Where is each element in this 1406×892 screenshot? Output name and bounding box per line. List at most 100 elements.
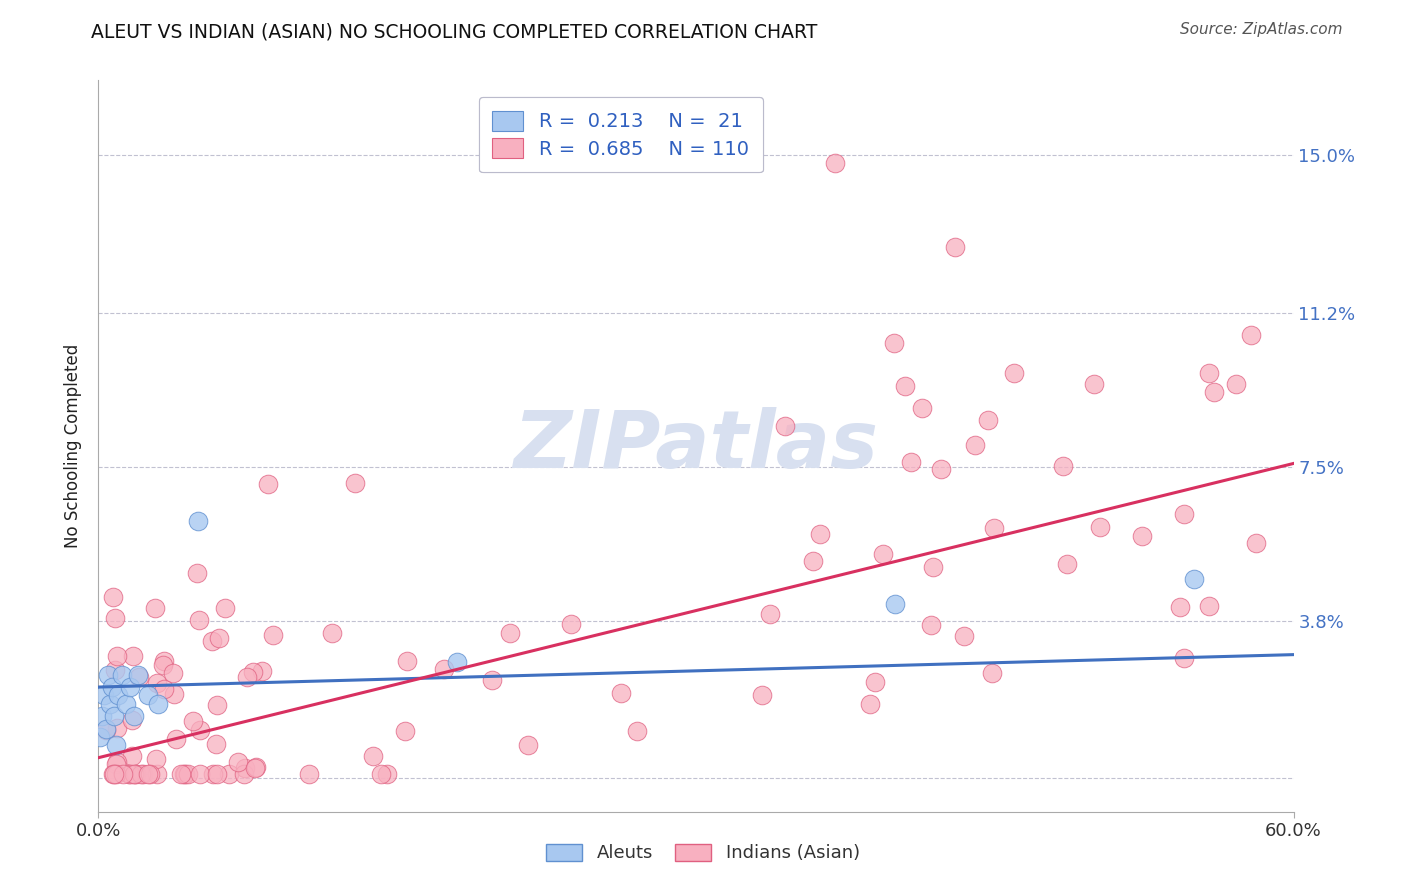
Point [1056, 558, 1078, 572]
Point [122, 767, 145, 781]
Point [187, 514, 209, 528]
Point [884, 597, 907, 611]
Point [97, 667, 120, 681]
Point [101, 680, 124, 694]
Point [1002, 366, 1025, 380]
Point [118, 767, 141, 781]
Point [103, 709, 125, 723]
Text: ALEUT VS INDIAN (ASIAN) NO SCHOOLING COMPLETED CORRELATION CHART: ALEUT VS INDIAN (ASIAN) NO SCHOOLING COM… [91, 22, 818, 41]
Point [1198, 599, 1220, 613]
Point [146, 767, 169, 781]
Point [226, 755, 249, 769]
Point [115, 697, 138, 711]
Point [121, 748, 143, 763]
Point [136, 689, 159, 703]
Point [233, 767, 256, 781]
Point [131, 767, 153, 781]
Point [136, 767, 159, 781]
Point [1182, 572, 1205, 586]
Point [863, 675, 886, 690]
Point [146, 676, 169, 690]
Point [1198, 367, 1220, 381]
Point [361, 748, 384, 763]
Point [235, 669, 257, 683]
Point [953, 629, 976, 643]
Point [170, 767, 193, 781]
Point [560, 616, 582, 631]
Point [375, 767, 398, 781]
Point [173, 767, 195, 781]
Point [1244, 536, 1267, 550]
Point [872, 547, 894, 561]
Point [139, 767, 162, 781]
Point [433, 662, 456, 676]
Point [214, 600, 236, 615]
Point [931, 462, 953, 476]
Point [243, 761, 266, 775]
Point [89, 730, 111, 744]
Point [94, 723, 117, 737]
Point [262, 628, 284, 642]
Point [201, 767, 224, 781]
Point [103, 590, 125, 604]
Point [93, 689, 115, 703]
Point [626, 723, 648, 738]
Point [1239, 327, 1261, 342]
Point [343, 476, 366, 491]
Point [883, 335, 905, 350]
Point [101, 767, 124, 781]
Point [176, 767, 198, 781]
Point [396, 654, 419, 668]
Point [759, 607, 782, 621]
Point [205, 737, 228, 751]
Point [186, 566, 208, 580]
Point [148, 697, 170, 711]
Point [801, 554, 824, 568]
Point [96, 722, 118, 736]
Point [911, 401, 934, 415]
Point [1130, 528, 1153, 542]
Point [900, 455, 922, 469]
Point [894, 378, 917, 392]
Point [105, 756, 128, 771]
Point [920, 617, 942, 632]
Point [105, 767, 128, 781]
Point [103, 767, 125, 781]
Point [1083, 376, 1105, 391]
Point [257, 476, 280, 491]
Point [481, 673, 503, 688]
Point [174, 767, 197, 781]
Point [201, 633, 224, 648]
Point [1168, 599, 1191, 614]
Point [1090, 520, 1112, 534]
Point [143, 600, 166, 615]
Point [208, 631, 231, 645]
Point [1202, 384, 1225, 399]
Point [921, 560, 943, 574]
Point [127, 667, 149, 681]
Point [152, 682, 174, 697]
Text: Source: ZipAtlas.com: Source: ZipAtlas.com [1180, 22, 1343, 37]
Point [91, 709, 114, 723]
Point [152, 657, 174, 672]
Point [145, 752, 167, 766]
Point [162, 666, 184, 681]
Point [943, 239, 966, 253]
Point [242, 665, 264, 679]
Y-axis label: No Schooling Completed: No Schooling Completed [65, 344, 83, 548]
Point [963, 438, 986, 452]
Point [977, 413, 1000, 427]
Point [183, 714, 205, 729]
Point [394, 723, 416, 738]
Point [107, 721, 129, 735]
Point [153, 655, 176, 669]
Point [107, 689, 129, 703]
Point [104, 611, 127, 625]
Point [1225, 376, 1247, 391]
Point [122, 767, 145, 781]
Point [298, 767, 321, 781]
Point [1173, 507, 1195, 521]
Point [250, 664, 273, 678]
Legend: R =  0.213    N =  21, R =  0.685    N = 110: R = 0.213 N = 21, R = 0.685 N = 110 [478, 97, 762, 172]
Point [111, 767, 134, 781]
